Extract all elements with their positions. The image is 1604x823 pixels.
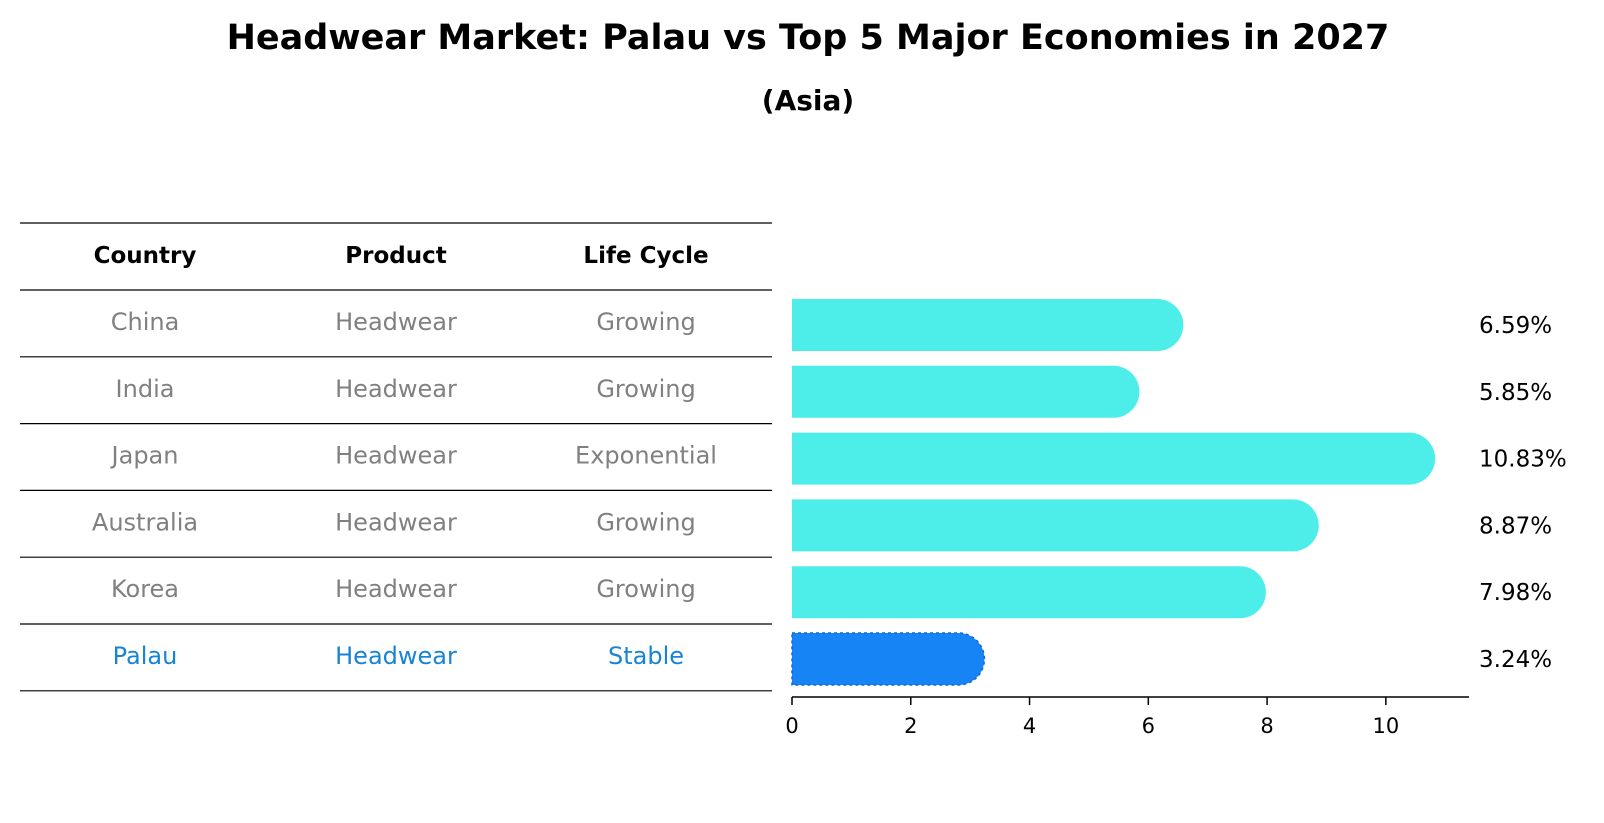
bar-australia	[792, 499, 1319, 552]
data-label: 5.85%	[1479, 380, 1552, 406]
x-tick-label: 0	[785, 714, 798, 738]
bar-palau	[791, 632, 986, 686]
table-header: Country	[94, 243, 197, 269]
data-label: 7.98%	[1479, 580, 1552, 606]
bar-korea	[792, 566, 1266, 619]
table-cell: Australia	[92, 508, 198, 536]
data-label: 8.87%	[1479, 513, 1552, 539]
bar-japan	[792, 432, 1436, 485]
table-cell: Headwear	[335, 508, 457, 536]
table-cell: Headwear	[335, 375, 457, 403]
x-tick-label: 2	[904, 714, 917, 738]
table-header: Life Cycle	[583, 243, 708, 269]
table-cell: Palau	[113, 642, 178, 670]
x-tick-label: 8	[1260, 714, 1273, 738]
table-cell: Headwear	[335, 575, 457, 603]
table-cell: Growing	[596, 575, 695, 603]
x-tick-label: 4	[1023, 714, 1036, 738]
data-label: 6.59%	[1479, 313, 1552, 339]
table-cell: Growing	[596, 308, 695, 336]
table-cell: Headwear	[335, 308, 457, 336]
bar-plot: 6.59% 5.85% 10.83% 8.87% 7.98% 3.24%	[791, 299, 1567, 686]
data-label: 10.83%	[1479, 447, 1567, 473]
table-cell: Growing	[596, 375, 695, 403]
table-cell: Stable	[608, 642, 684, 670]
table-cell: Growing	[596, 508, 695, 536]
chart-title: Headwear Market: Palau vs Top 5 Major Ec…	[227, 18, 1390, 58]
table-cell: Headwear	[335, 442, 457, 470]
bar-china	[792, 299, 1184, 351]
data-label: 3.24%	[1479, 647, 1552, 673]
table-header: Product	[345, 243, 446, 269]
chart-subtitle: (Asia)	[762, 84, 854, 117]
table-cell: Headwear	[335, 642, 457, 670]
table-cell: India	[116, 375, 175, 403]
x-tick-label: 6	[1142, 714, 1155, 738]
table-cell: Korea	[111, 575, 179, 603]
x-tick-label: 10	[1372, 714, 1399, 738]
data-table: Country Product Life Cycle China Headwear Gro…	[20, 222, 772, 692]
table-cell: Japan	[110, 442, 179, 470]
x-axis: 0 2 4 6 8 10	[785, 696, 1469, 738]
bar-india	[792, 365, 1140, 418]
table-cell: Exponential	[575, 442, 717, 470]
table-cell: China	[111, 308, 180, 336]
